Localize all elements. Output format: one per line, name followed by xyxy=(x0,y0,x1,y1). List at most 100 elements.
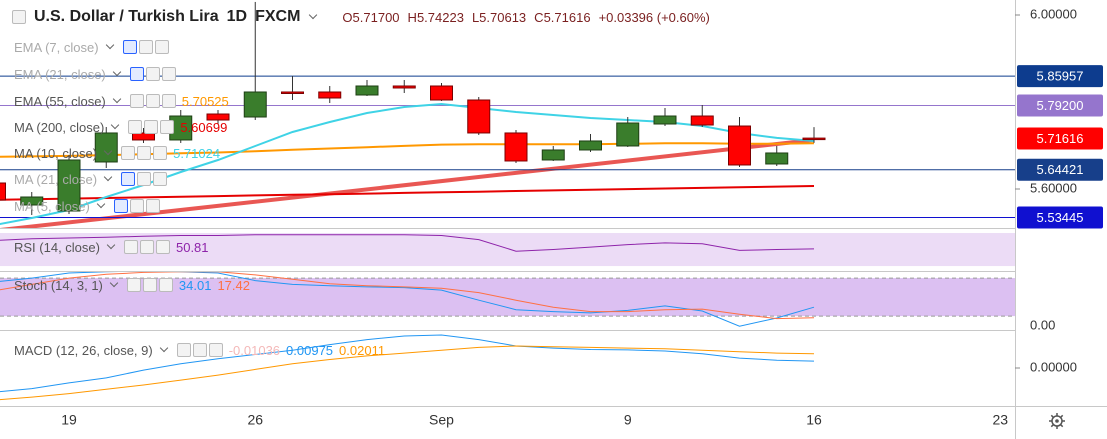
indicator-value: 5.70525 xyxy=(181,93,229,109)
legend-menu xyxy=(105,40,114,50)
indicator-value: -0.01036 xyxy=(228,342,281,358)
indicator-value: 17.42 xyxy=(217,277,250,293)
x-tick-label: 23 xyxy=(992,412,1008,428)
legend-icon[interactable] xyxy=(126,278,141,292)
legend-menu xyxy=(109,278,119,288)
candle-body xyxy=(20,196,44,206)
legend-icons xyxy=(123,240,170,254)
legend-icon[interactable] xyxy=(129,199,144,213)
legend-icon[interactable] xyxy=(154,40,169,54)
legend-icon[interactable] xyxy=(176,343,191,357)
candle-body xyxy=(281,91,304,94)
legend-icons xyxy=(128,120,175,134)
last-price-label: 5.71616 xyxy=(1037,131,1084,146)
y-tick-label: 6.00000 xyxy=(1030,6,1077,21)
legend-icon[interactable] xyxy=(145,199,160,213)
legend-icons xyxy=(129,67,176,81)
gear-hub[interactable] xyxy=(1055,419,1059,423)
legend-icon[interactable] xyxy=(145,94,160,108)
legend-icon[interactable] xyxy=(121,146,136,160)
legend-icon[interactable] xyxy=(121,172,136,186)
candle-body xyxy=(57,159,81,212)
gear-teeth[interactable] xyxy=(1049,413,1065,429)
legend-icon[interactable] xyxy=(192,343,207,357)
legend-icon[interactable] xyxy=(145,67,160,81)
exchange[interactable]: FXCM xyxy=(255,8,301,25)
ohlc-label: O xyxy=(342,9,353,25)
candle-body xyxy=(243,91,267,118)
legend-icon[interactable] xyxy=(158,278,173,292)
legend-menu xyxy=(96,199,106,209)
legend-icon[interactable] xyxy=(123,240,138,254)
x-tick-label: Sep xyxy=(429,412,454,428)
indicator-value: 50.81 xyxy=(175,239,209,255)
legend-menu xyxy=(111,120,120,130)
price-level-label: 5.79200 xyxy=(1037,98,1084,113)
candle-body xyxy=(579,140,602,151)
legend-icon[interactable] xyxy=(139,240,154,254)
macd-pane xyxy=(0,334,815,401)
legend-icon[interactable] xyxy=(155,240,170,254)
price-level-badge xyxy=(1017,158,1103,181)
legend-icon[interactable] xyxy=(161,94,176,108)
indicator-name: Stoch (14, 3, 1) xyxy=(14,277,103,293)
price-level-badge xyxy=(1017,94,1103,117)
ohlc-item: L5.70613 xyxy=(472,10,526,25)
ohlc-quote: O5.71700 H5.74223 L5.70613 C5.71616 xyxy=(342,10,590,25)
candle-body xyxy=(653,115,677,125)
legend-menu xyxy=(103,172,113,182)
legend-icons xyxy=(113,199,160,213)
price-level-label: 5.85957 xyxy=(1037,69,1084,84)
legend-icon[interactable] xyxy=(160,120,175,134)
legend-icons xyxy=(122,40,169,54)
settings-icon[interactable] xyxy=(1049,413,1065,429)
indicator-legend: EMA (21, close) xyxy=(14,65,176,83)
legend-icon[interactable] xyxy=(142,278,157,292)
y-tick-label: 5.60000 xyxy=(1030,180,1077,195)
legend-menu xyxy=(112,94,122,104)
legend-icon[interactable] xyxy=(137,146,152,160)
candle-body xyxy=(206,113,230,121)
interval[interactable]: 1D xyxy=(226,8,248,25)
price-level-badge xyxy=(1017,65,1103,88)
x-tick-label: 19 xyxy=(61,412,77,428)
indicator-value: 5.71024 xyxy=(173,145,221,161)
indicator-line xyxy=(0,345,815,401)
legend-icon[interactable] xyxy=(153,172,168,186)
legend-icon[interactable] xyxy=(122,40,137,54)
ohlc-item: H5.74223 xyxy=(408,10,464,25)
indicator-line xyxy=(0,334,815,393)
indicator-legend: MA (21, close) xyxy=(14,170,168,188)
ohlc-value: 5.71616 xyxy=(543,9,591,25)
legend-icon[interactable] xyxy=(137,172,152,186)
indicator-legend: MA (10, close) 5.71024 xyxy=(14,144,220,162)
clipped-tick-label: 0.00 xyxy=(1030,317,1055,332)
legend-icon[interactable] xyxy=(161,67,176,81)
symbol-menu[interactable] xyxy=(309,10,318,20)
legend-icon[interactable] xyxy=(153,146,168,160)
indicator-line xyxy=(0,234,815,252)
ohlc-value: 5.70613 xyxy=(479,9,527,25)
ohlc-label: L xyxy=(471,9,480,25)
symbol[interactable]: U.S. Dollar / Turkish Lira xyxy=(34,8,219,25)
candle-body xyxy=(430,85,453,101)
legend-icon[interactable] xyxy=(208,343,223,357)
legend-icon[interactable] xyxy=(128,120,143,134)
legend-icon[interactable] xyxy=(144,120,159,134)
indicator-value: 0.00975 xyxy=(286,342,334,358)
legend-icon[interactable] xyxy=(129,67,144,81)
legend-icon[interactable] xyxy=(129,94,144,108)
legend-icon[interactable] xyxy=(138,40,153,54)
indicator-line xyxy=(0,102,815,225)
x-tick-label: 9 xyxy=(624,412,632,428)
legend-icons xyxy=(129,94,176,108)
collapse-button[interactable] xyxy=(12,10,26,24)
price-level-label: 5.64421 xyxy=(1037,162,1084,177)
x-tick-label: 16 xyxy=(806,412,822,428)
price-pane xyxy=(0,1,1015,228)
indicator-name: EMA (7, close) xyxy=(14,39,99,55)
indicator-name: MA (5, close) xyxy=(14,198,90,214)
legend-icon[interactable] xyxy=(113,199,128,213)
change: +0.03396 (+0.60%) xyxy=(598,9,710,25)
